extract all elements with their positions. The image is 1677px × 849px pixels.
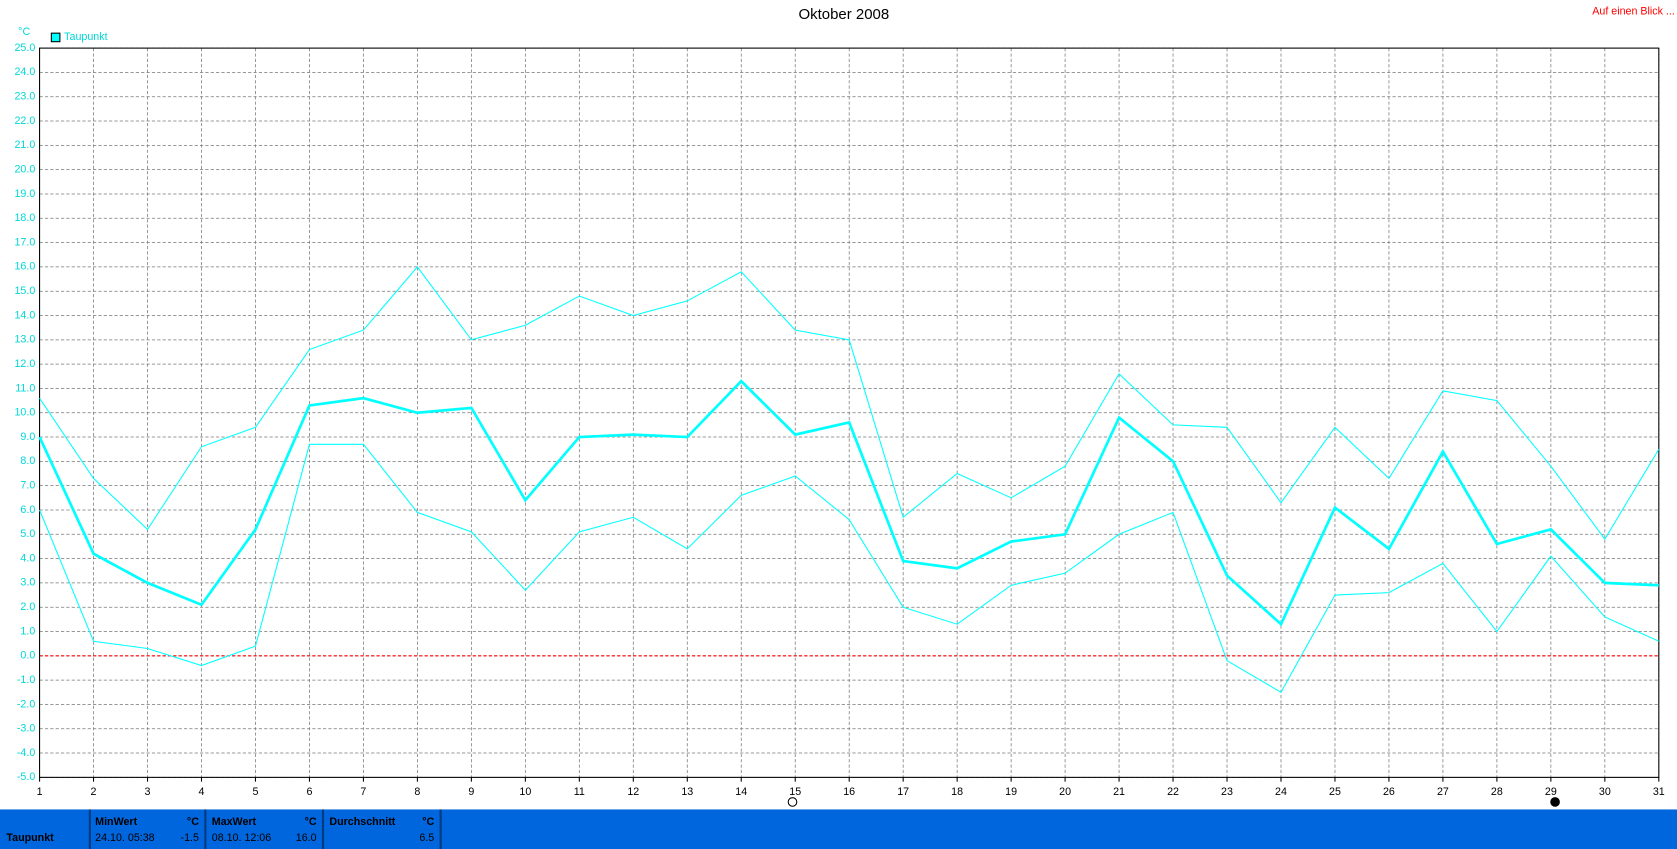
stats-value: 16.0: [296, 832, 317, 844]
x-tick-label: 3: [145, 786, 151, 798]
legend-swatch: [50, 32, 61, 43]
y-tick-label: 10.0: [14, 407, 35, 419]
stats-unit: °C: [187, 816, 199, 828]
x-tick-label: 5: [252, 786, 258, 798]
stats-title: MaxWert: [212, 816, 257, 828]
x-tick-label: 28: [1491, 786, 1503, 798]
stats-time: 08.10. 12:06: [212, 832, 271, 844]
stats-unit: °C: [422, 816, 434, 828]
x-tick-label: 16: [843, 786, 855, 798]
y-tick-label: 6.0: [20, 504, 35, 516]
x-tick-label: 15: [789, 786, 801, 798]
x-tick-label: 7: [360, 786, 366, 798]
stats-name: Taupunkt: [6, 832, 54, 844]
series-line: [39, 266, 1660, 541]
y-tick-label: 12.0: [14, 358, 35, 370]
x-tick-label: 4: [199, 786, 205, 798]
y-tick-label: 7.0: [20, 479, 35, 491]
x-tick-label: 22: [1167, 786, 1179, 798]
stats-bar: [0, 809, 1677, 849]
y-tick-label: 23.0: [14, 91, 35, 103]
x-tick-label: 24: [1275, 786, 1287, 798]
x-tick-label: 6: [306, 786, 312, 798]
y-tick-label: 8.0: [20, 455, 35, 467]
x-tick-label: 17: [897, 786, 909, 798]
y-tick-label: 16.0: [14, 261, 35, 273]
x-tick-label: 25: [1329, 786, 1341, 798]
y-tick-label: 19.0: [14, 188, 35, 200]
y-tick-label: 18.0: [14, 212, 35, 224]
y-tick-label: 11.0: [15, 382, 35, 394]
y-tick-label: 21.0: [14, 139, 35, 151]
stats-title: Durchschnitt: [329, 816, 395, 828]
y-tick-label: 24.0: [14, 66, 35, 78]
y-tick-label: 0.0: [20, 650, 35, 662]
y-tick-label: 3.0: [20, 577, 35, 589]
x-tick-label: 8: [414, 786, 420, 798]
stats-value: 6.5: [419, 832, 434, 844]
x-tick-label: 9: [468, 786, 474, 798]
x-tick-label: 30: [1599, 786, 1611, 798]
y-tick-label: 17.0: [14, 236, 35, 248]
x-tick-label: 13: [681, 786, 693, 798]
y-tick-label: 15.0: [14, 285, 35, 297]
y-tick-label: 20.0: [14, 163, 35, 175]
stats-title: MinWert: [95, 816, 137, 828]
x-tick-label: 12: [627, 786, 639, 798]
y-tick-label: -2.0: [17, 698, 35, 710]
moon-icon: [1550, 797, 1560, 807]
moon-icon: [787, 797, 798, 807]
link[interactable]: Auf einen Blick ...: [1592, 6, 1675, 18]
x-tick-label: 10: [519, 786, 531, 798]
y-unit: °C: [18, 26, 30, 38]
stats-unit: °C: [305, 816, 317, 828]
x-tick-label: 27: [1437, 786, 1449, 798]
y-tick-label: 5.0: [20, 528, 35, 540]
x-tick-label: 14: [735, 786, 747, 798]
series-line: [39, 443, 1660, 694]
stats-time: 24.10. 05:38: [95, 832, 154, 844]
chart-title: Oktober 2008: [798, 6, 889, 23]
x-tick-label: 1: [37, 786, 43, 798]
y-tick-label: 4.0: [20, 552, 35, 564]
x-tick-label: 29: [1545, 786, 1557, 798]
y-tick-label: -1.0: [17, 674, 35, 686]
y-tick-label: 22.0: [14, 115, 35, 127]
legend-label: Taupunkt: [64, 31, 107, 43]
y-tick-label: 13.0: [14, 334, 35, 346]
plot-border: [39, 47, 1660, 778]
series-line: [38, 379, 1659, 627]
x-tick-label: 2: [91, 786, 97, 798]
x-tick-label: 20: [1059, 786, 1071, 798]
x-tick-label: 26: [1383, 786, 1395, 798]
y-tick-label: 9.0: [20, 431, 35, 443]
stats-dividers: [88, 809, 442, 849]
x-tick-label: 18: [951, 786, 963, 798]
stats-value: -1.5: [181, 832, 199, 844]
x-tick-label: 31: [1653, 786, 1665, 798]
y-tick-label: 1.0: [20, 625, 35, 637]
y-tick-label: -4.0: [17, 747, 35, 759]
x-tick-label: 19: [1005, 786, 1017, 798]
x-tick-label: 21: [1113, 786, 1125, 798]
x-tick-label: 11: [574, 786, 585, 798]
x-tick-label: 23: [1221, 786, 1233, 798]
y-tick-label: 2.0: [20, 601, 35, 613]
y-tick-label: 25.0: [14, 42, 35, 54]
y-tick-label: -3.0: [17, 723, 35, 735]
y-tick-label: -5.0: [17, 771, 35, 783]
y-tick-label: 14.0: [14, 309, 35, 321]
